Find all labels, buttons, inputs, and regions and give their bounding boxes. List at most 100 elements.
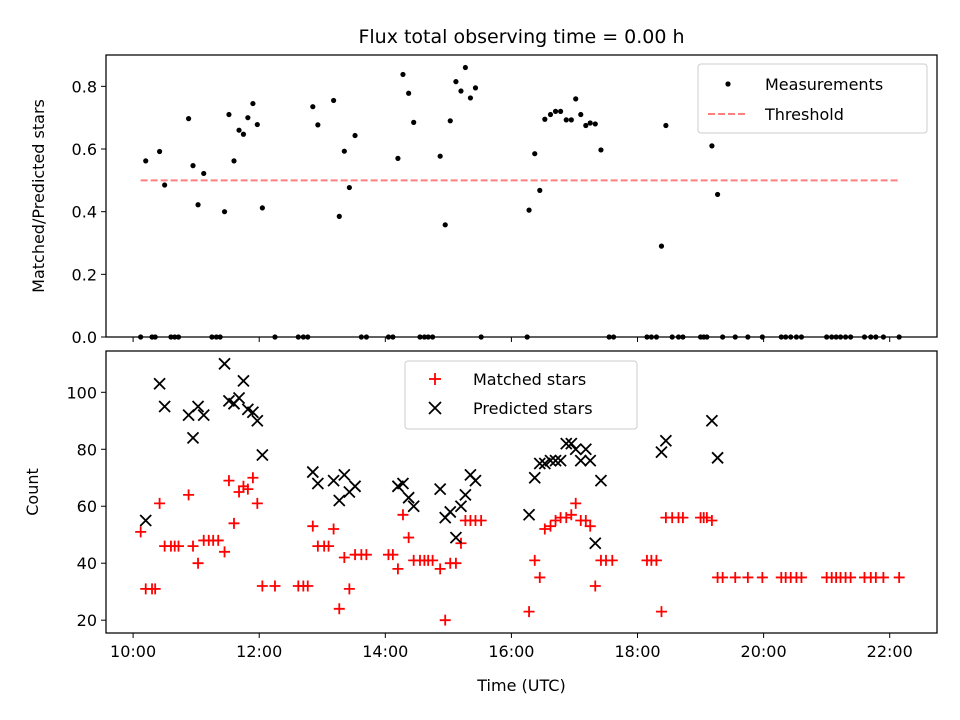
measurement-point (221, 209, 228, 215)
legend-measurements-label: Measurements (765, 75, 883, 94)
measurement-point (453, 79, 459, 85)
matched-star-point (795, 571, 807, 583)
top-axes-frame (105, 54, 938, 338)
measurement-point (658, 243, 665, 249)
measurement-point (259, 205, 265, 211)
measurement-point (195, 202, 201, 208)
measurement-point (467, 95, 474, 101)
measurement-point (411, 119, 417, 125)
predicted-star-point (396, 477, 410, 490)
matched-star-point (584, 520, 596, 532)
predicted-star-point (232, 391, 246, 405)
measurement-point (462, 64, 468, 71)
measurement-point (442, 222, 448, 228)
x-tick-label: 20:00 (741, 642, 787, 661)
predicted-star-point (449, 531, 463, 544)
matched-star-point (403, 532, 415, 544)
x-tick-label: 22:00 (867, 642, 913, 661)
measurement-point (185, 116, 192, 122)
bottom-y-axis-label: Count (23, 468, 42, 516)
matched-star-point (565, 509, 577, 521)
matched-star-point (149, 583, 161, 595)
matched-star-point (539, 523, 551, 535)
legend-threshold-label: Threshold (764, 105, 844, 124)
measurement-point (663, 122, 669, 129)
measurement-point (557, 108, 564, 114)
matched-star-point (706, 514, 718, 526)
measurement-point (406, 90, 412, 96)
top-legend-frame (697, 63, 928, 134)
predicted-star-point (153, 377, 166, 390)
predicted-star-point (554, 454, 567, 467)
bottom-y-tick-label: 40 (77, 554, 97, 573)
matched-star-point (717, 571, 729, 583)
legend-matched-label: Matched stars (473, 370, 586, 389)
matched-star-point (343, 583, 355, 595)
predicted-star-point (139, 514, 152, 527)
predicted-star-point (560, 437, 573, 450)
matched-star-point (545, 520, 557, 532)
x-tick-label: 10:00 (110, 642, 156, 661)
matched-star-point (242, 483, 254, 495)
measurement-point (568, 117, 574, 123)
matched-star-point (893, 571, 905, 583)
predicted-star-point (444, 505, 457, 519)
matched-star-point (192, 557, 204, 569)
matched-star-point (228, 517, 240, 529)
measurement-point (526, 207, 532, 213)
matched-star-point (570, 497, 582, 509)
predicted-star-point (407, 500, 420, 513)
predicted-star-point (218, 357, 231, 370)
top-y-tick-label: 0.8 (72, 77, 97, 96)
matched-star-point (256, 580, 268, 592)
matched-star-point (434, 563, 446, 575)
predicted-star-point (251, 414, 264, 427)
predicted-star-point (589, 537, 602, 550)
matched-star-point (397, 509, 409, 521)
matched-star-point (742, 571, 754, 583)
predicted-star-point (454, 500, 468, 513)
legend-matched-marker (429, 373, 441, 385)
matched-star-point (677, 512, 689, 524)
predicted-star-point (402, 491, 415, 504)
measurement-point (709, 143, 715, 149)
measurement-point (537, 187, 543, 193)
measurement-point (592, 121, 598, 127)
bottom-y-tick-label: 60 (77, 497, 97, 516)
matched-star-point (251, 497, 263, 509)
x-axis-label: Time (UTC) (476, 676, 565, 695)
predicted-star-point (311, 477, 324, 490)
measurement-point (437, 153, 443, 159)
matched-star-point (154, 497, 166, 509)
legend-predicted-marker (428, 401, 442, 415)
measurement-point (201, 170, 207, 177)
measurement-point (254, 121, 260, 128)
matched-star-point (845, 571, 857, 583)
matched-star-point (269, 580, 281, 592)
measurement-point (143, 158, 149, 164)
measurement-point (245, 115, 251, 121)
measurement-point (578, 111, 584, 118)
predicted-star-point (544, 454, 557, 467)
matched-star-point (877, 571, 889, 583)
measurement-point (458, 88, 464, 94)
predicted-star-point (705, 414, 719, 427)
matched-star-point (650, 554, 662, 566)
measurement-point (598, 147, 604, 153)
matched-star-point (534, 571, 546, 583)
bottom-panel: 10:00 12:00 14:00 16:00 18:00 20:00 22:00 20 40 6… (23, 350, 938, 695)
bottom-legend-frame (404, 360, 638, 430)
matched-star-point (589, 580, 601, 592)
matched-star-point (655, 606, 667, 618)
legend-measurements-marker (725, 81, 731, 87)
matched-star-point (233, 486, 245, 498)
predicted-star-point (655, 445, 668, 459)
top-panel: 0.00.20.40.60.8 Matched/Predicted stars … (29, 54, 938, 347)
top-y-tick-label: 0.0 (72, 328, 97, 347)
matched-star-point (135, 526, 147, 538)
measurement-point (563, 117, 569, 123)
predicted-star-point (197, 408, 210, 422)
bottom-y-tick-label: 80 (77, 440, 97, 459)
bottom-axes-frame (105, 350, 938, 634)
